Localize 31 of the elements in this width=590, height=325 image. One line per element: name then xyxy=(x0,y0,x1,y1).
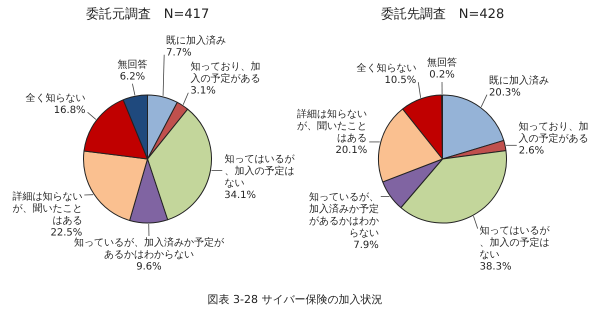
slice-label: 知っており、加入の予定がある xyxy=(190,60,260,84)
slice-label: 知ってはいるが、加入の予定はない xyxy=(224,152,296,189)
slice-label: 知っているが、加入済みか予定があるかはわからない xyxy=(74,236,225,261)
chart-title: 委託元調査 N=417 xyxy=(84,6,210,24)
text: 図表 3-28 サイバー保険の加入状況 xyxy=(206,292,384,307)
chart-title: 委託先調査 N=428 xyxy=(380,6,506,24)
slice-label: 詳細は知らないが、聞いたことはある xyxy=(12,190,82,227)
data-label: 2.6% xyxy=(518,145,544,156)
data-label: 38.3% xyxy=(480,261,512,272)
data-label: 16.8% xyxy=(54,104,86,116)
data-label: 6.2% xyxy=(120,71,146,82)
data-label: 7.9% xyxy=(353,240,379,251)
slice-label: 知ってはいるが、加入の予定はない xyxy=(480,224,551,260)
slice-label: 無回答 xyxy=(117,58,148,70)
slice-label: 全く知らない xyxy=(26,92,86,104)
slice-label: 知っているが、加入済みか予定があるかはわからない xyxy=(308,190,379,239)
data-label: 3.1% xyxy=(190,85,216,96)
data-label: 0.2% xyxy=(429,70,455,81)
data-label: 34.1% xyxy=(224,190,256,201)
data-label: 20.3% xyxy=(488,87,521,98)
data-label: 7.7% xyxy=(166,47,192,58)
slice-label: 既に加入済み xyxy=(166,34,226,46)
data-label: 20.1% xyxy=(335,144,368,156)
data-label: 10.5% xyxy=(384,74,416,86)
data-label: 9.6% xyxy=(136,262,162,273)
data-label: 22.5% xyxy=(50,228,82,239)
slice-label: 全く知らない xyxy=(356,62,416,74)
slice-label: 既に加入済み xyxy=(488,74,549,86)
slice-label: 知っており、加入の予定がある xyxy=(518,120,589,144)
slice-label: 無回答 xyxy=(427,56,458,69)
slice-label: 詳細は知らないが、聞いたことはある xyxy=(297,108,368,144)
